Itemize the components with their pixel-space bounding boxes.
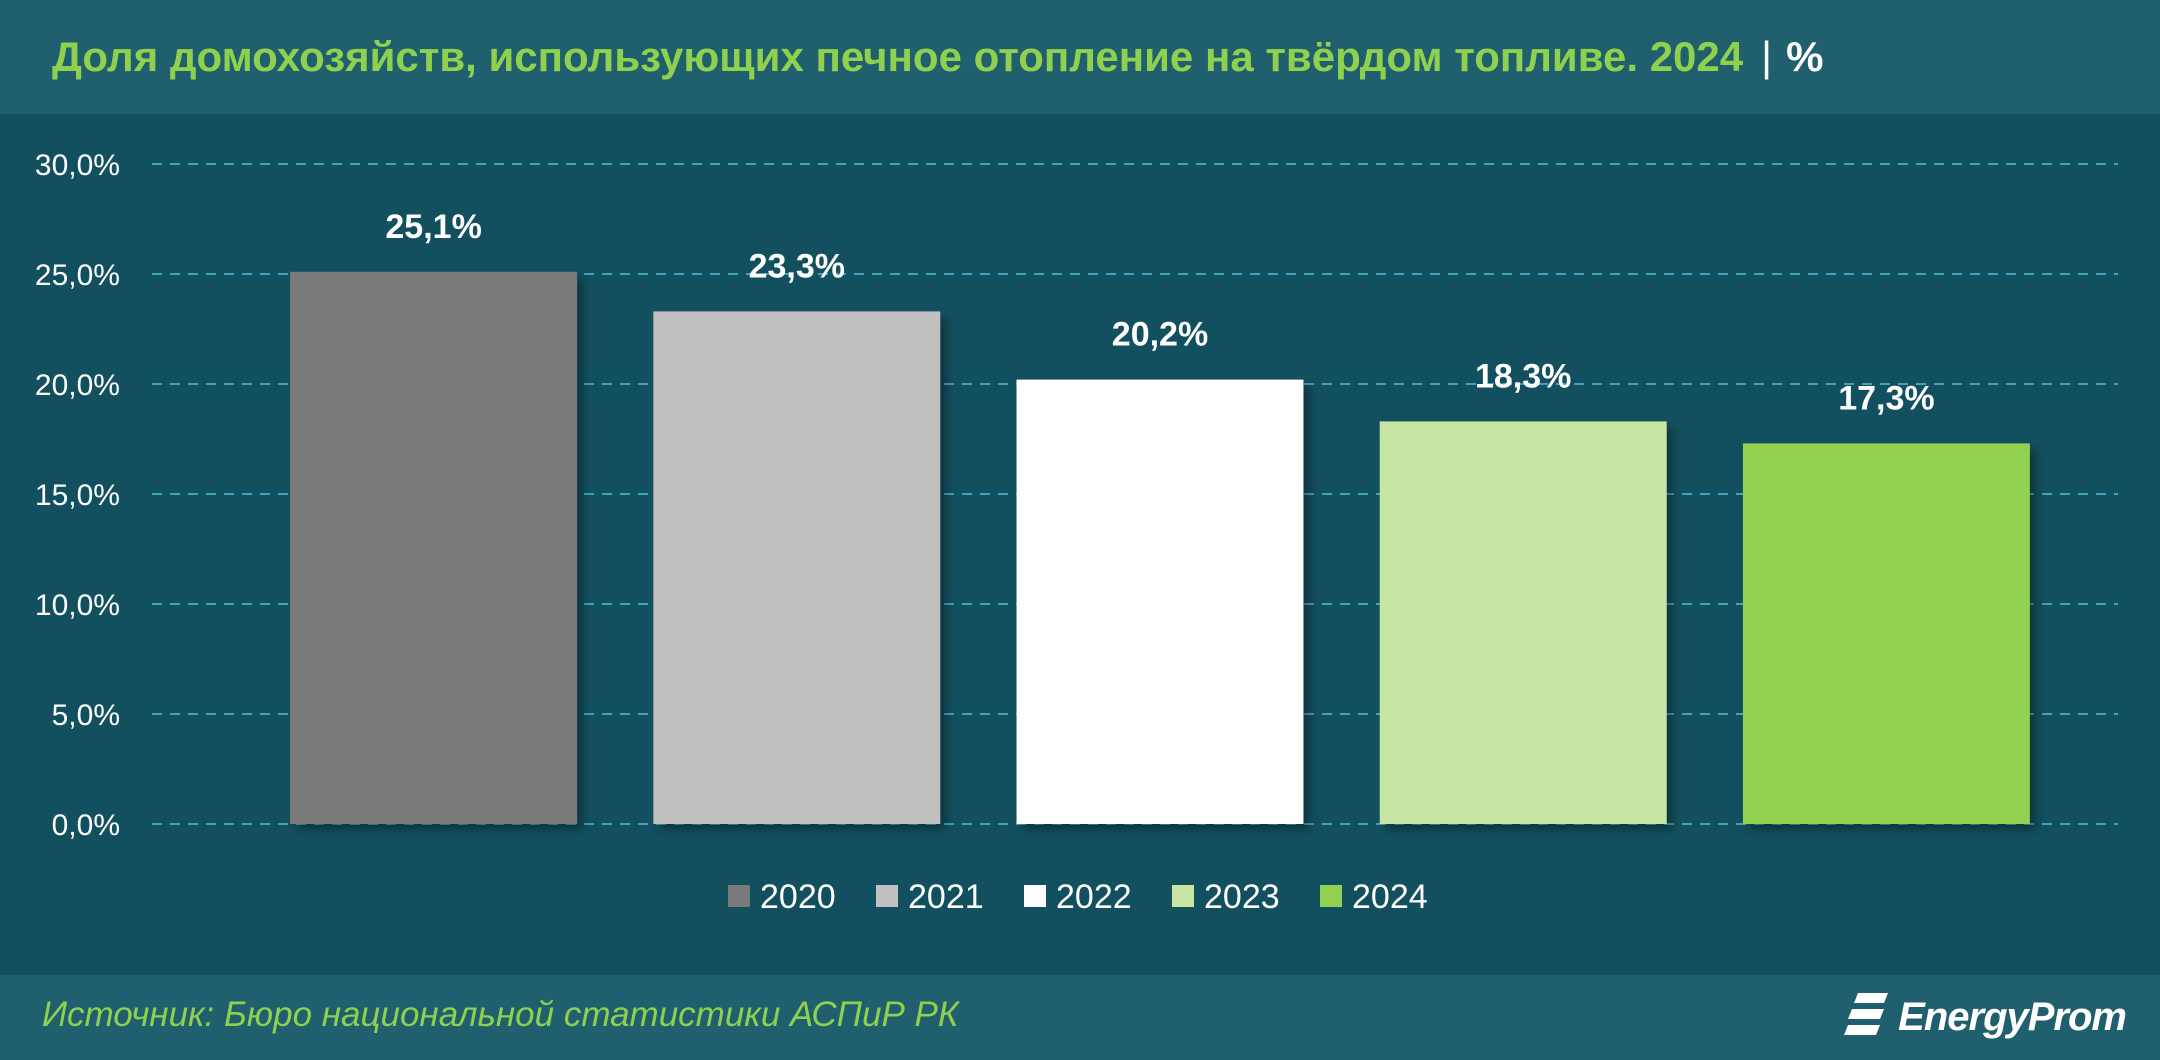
value-label-2020: 25,1% (385, 208, 481, 246)
bar-2023 (1379, 421, 1667, 824)
y-tick-label: 15,0% (35, 479, 120, 512)
chart-title: Доля домохозяйств, использующих печное о… (52, 33, 1823, 81)
legend-swatch-2022 (1024, 885, 1046, 907)
bar-2020 (290, 271, 578, 824)
legend-label-2023: 2023 (1204, 878, 1280, 916)
value-labels: 25,1% 23,3% 20,2% 18,3% 17,3% (385, 208, 1934, 418)
legend-swatch-2024 (1320, 885, 1342, 907)
legend-label-2024: 2024 (1352, 878, 1428, 916)
legend-swatch-2021 (876, 885, 898, 907)
logo-text: EnergyProm (1898, 994, 2127, 1039)
y-tick-label: 5,0% (52, 699, 120, 732)
legend-label-2021: 2021 (908, 878, 984, 916)
y-tick-label: 0,0% (52, 809, 120, 842)
legend: 2020 2021 2022 2023 2024 (728, 878, 1428, 916)
energyprom-logo-icon (1844, 993, 1889, 1035)
chart-title-text: Доля домохозяйств, использующих печное о… (52, 33, 1744, 80)
legend-swatch-2020 (728, 885, 750, 907)
y-axis-tick-labels: 0,0% 5,0% 10,0% 15,0% 20,0% 25,0% 30,0% (35, 149, 120, 842)
title-unit: % (1786, 33, 1824, 80)
energyprom-logo: EnergyProm (1844, 991, 2127, 1043)
y-tick-label: 30,0% (35, 149, 120, 182)
bar-2022 (1016, 379, 1304, 824)
bars (290, 271, 2030, 824)
legend-label-2020: 2020 (760, 878, 836, 916)
y-tick-label: 20,0% (35, 369, 120, 402)
value-label-2024: 17,3% (1838, 379, 1934, 417)
legend-label-2022: 2022 (1056, 878, 1132, 916)
source-note: Источник: Бюро национальной статистики А… (42, 995, 959, 1034)
bar-2021 (653, 311, 941, 824)
title-bar: Доля домохозяйств, использующих печное о… (0, 0, 2160, 114)
footer-bar: Источник: Бюро национальной статистики А… (0, 975, 2160, 1060)
value-label-2023: 18,3% (1475, 357, 1571, 395)
bar-chart: 0,0%5,0%10,0%15,0%20,0%25,0%30,0% 25,1%2… (35, 149, 2118, 916)
value-label-2021: 23,3% (749, 247, 845, 285)
y-tick-label: 25,0% (35, 259, 120, 292)
title-separator: | (1761, 33, 1773, 80)
y-tick-label: 10,0% (35, 589, 120, 622)
legend-swatch-2023 (1172, 885, 1194, 907)
value-label-2022: 20,2% (1112, 316, 1208, 354)
bar-2024 (1742, 443, 2030, 824)
